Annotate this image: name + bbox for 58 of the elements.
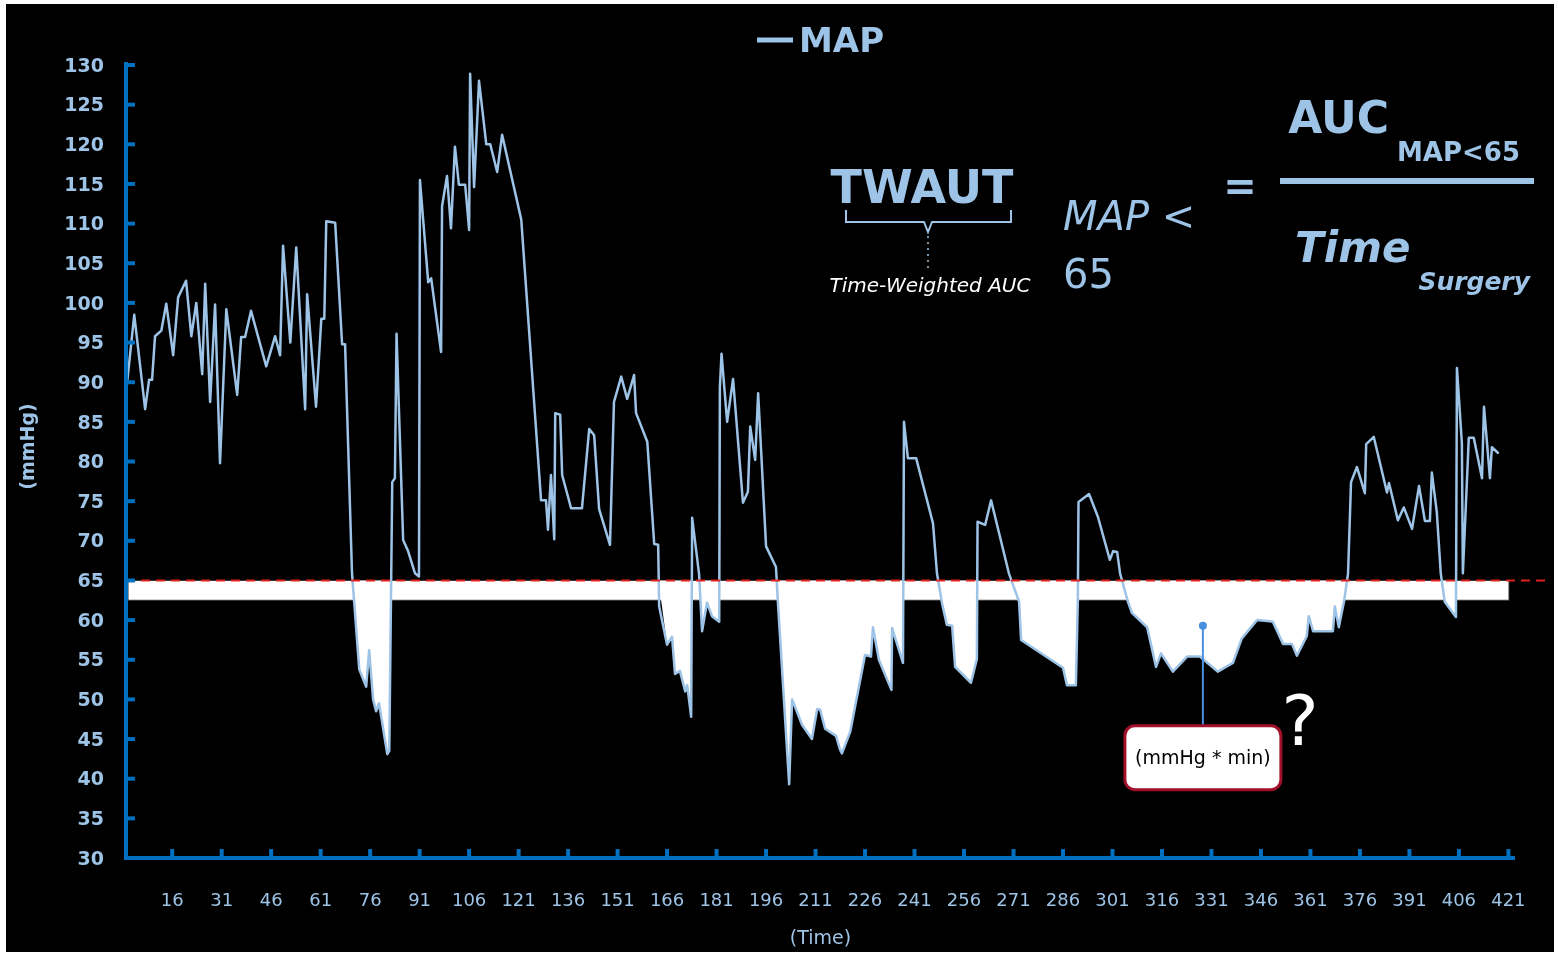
y-tick-label: 80 xyxy=(77,450,104,473)
x-tick-label: 16 xyxy=(160,889,184,910)
legend-label: MAP xyxy=(799,19,885,60)
x-tick-label: 226 xyxy=(847,889,883,910)
y-tick-label: 50 xyxy=(77,688,104,711)
x-tick-label: 376 xyxy=(1342,889,1378,910)
y-tick-label: 65 xyxy=(77,569,104,592)
y-tick-label: 130 xyxy=(64,53,104,76)
x-tick-label: 106 xyxy=(451,889,487,910)
x-tick-label: 271 xyxy=(996,889,1031,910)
x-tick-label: 61 xyxy=(309,889,333,910)
x-tick-label: 196 xyxy=(748,889,784,910)
x-tick-label: 286 xyxy=(1045,889,1081,910)
x-tick-label: 211 xyxy=(798,889,833,910)
x-tick-label: 121 xyxy=(501,889,536,910)
x-tick-label: 46 xyxy=(259,889,283,910)
y-tick-label: 30 xyxy=(77,846,104,869)
y-tick-label: 125 xyxy=(64,93,104,116)
x-tick-label: 166 xyxy=(649,889,685,910)
y-tick-label: 100 xyxy=(64,291,104,314)
x-tick-label: 31 xyxy=(210,889,234,910)
x-tick-label: 406 xyxy=(1441,889,1477,910)
annotation: MAP < 65 xyxy=(1063,193,1196,297)
x-axis-title: (Time) xyxy=(789,926,852,948)
y-tick-label: 70 xyxy=(77,529,104,552)
y-tick-label: 40 xyxy=(77,767,104,790)
x-tick-label: 76 xyxy=(358,889,382,910)
x-tick-label: 136 xyxy=(550,889,586,910)
x-tick-label: 421 xyxy=(1491,889,1526,910)
y-tick-label: 120 xyxy=(64,132,104,155)
y-tick-label: 95 xyxy=(77,331,104,354)
x-tick-label: 181 xyxy=(699,889,734,910)
x-tick-label: 301 xyxy=(1095,889,1130,910)
x-tick-label: 316 xyxy=(1144,889,1180,910)
x-tick-label: 241 xyxy=(897,889,932,910)
annotation: ? xyxy=(1281,680,1319,762)
annotation: (mmHg * min) xyxy=(1135,746,1271,769)
x-tick-label: 151 xyxy=(600,889,635,910)
x-tick-label: 91 xyxy=(408,889,432,910)
annotation: TWAUT xyxy=(830,160,1015,214)
x-tick-label: 256 xyxy=(946,889,982,910)
x-tick-label: 346 xyxy=(1243,889,1279,910)
y-tick-label: 105 xyxy=(64,251,104,274)
y-tick-label: 110 xyxy=(64,212,104,235)
x-tick-label: 391 xyxy=(1392,889,1427,910)
x-tick-label: 361 xyxy=(1293,889,1328,910)
y-tick-label: 75 xyxy=(77,489,104,512)
y-tick-label: 90 xyxy=(77,370,104,393)
annotation: Time-Weighted AUC xyxy=(829,273,1031,297)
x-tick-label: 331 xyxy=(1194,889,1229,910)
y-axis-title: (mmHg) xyxy=(16,403,38,490)
y-tick-label: 45 xyxy=(77,727,104,750)
y-tick-label: 35 xyxy=(77,807,104,829)
y-tick-label: 85 xyxy=(77,410,104,433)
y-tick-label: 55 xyxy=(77,648,104,671)
y-tick-label: 115 xyxy=(64,172,104,195)
annotation: = xyxy=(1223,163,1257,209)
y-tick-label: 60 xyxy=(77,608,104,631)
